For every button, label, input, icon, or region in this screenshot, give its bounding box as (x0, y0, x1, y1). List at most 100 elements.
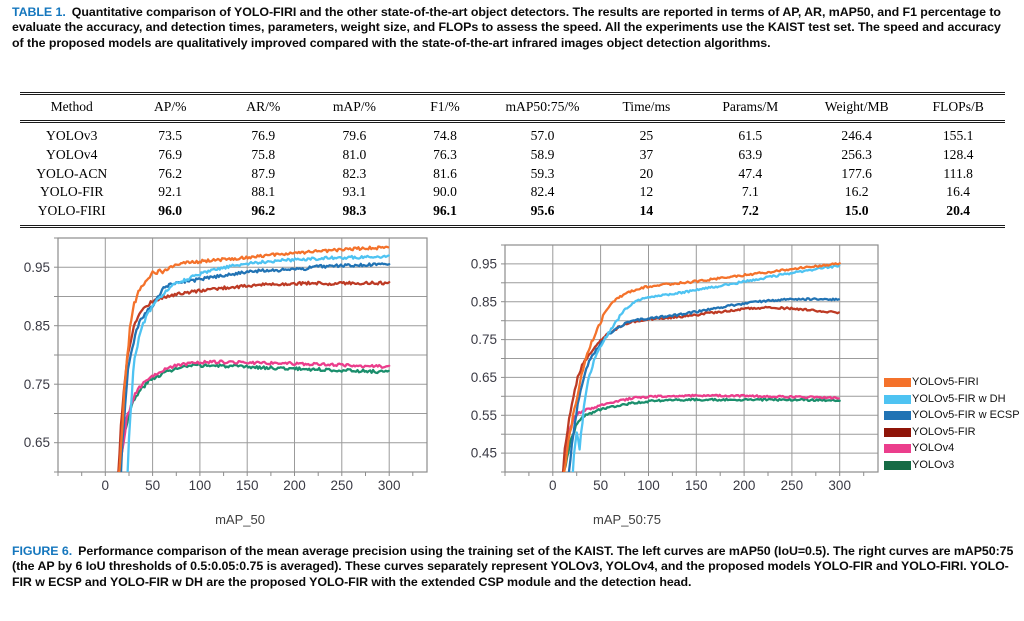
value-cell: 37 (639, 146, 654, 162)
svg-text:50: 50 (145, 478, 160, 493)
value-cell: 7.1 (741, 184, 759, 200)
table-caption: TABLE 1. Quantitative comparison of YOLO-… (12, 5, 1014, 51)
chart-map50: 0 50 100 150 200 250 300 0.65 0.75 0.85 0.95 mAP_50 (20, 236, 446, 537)
svg-text:50: 50 (593, 478, 608, 493)
value-cell: 61.5 (738, 128, 763, 143)
series-YOLOv5-FIR w ECSP (119, 262, 391, 472)
column-header: AR/% (216, 93, 310, 123)
value-cell: 177.6 (841, 165, 872, 181)
comparison-table: Method AP/% AR/% mAP/% F1/% mAP50:75/% Time/ms… (20, 92, 1005, 229)
svg-text:0.95: 0.95 (24, 260, 50, 275)
gridlines (504, 244, 878, 473)
series-YOLOv3 (117, 363, 390, 472)
method-cell: YOLO-FIRI (37, 203, 106, 219)
legend-item: YOLOv5-FIR w ECSP (884, 410, 1020, 421)
svg-text:0: 0 (549, 478, 557, 493)
value-cell: 16.4 (946, 184, 971, 200)
method-cell: YOLOv3 (46, 128, 98, 143)
value-cell: 58.9 (530, 146, 555, 162)
svg-text:0.55: 0.55 (471, 408, 497, 423)
value-cell: 96.1 (433, 203, 457, 219)
series-YOLOv3 (562, 397, 841, 472)
value-cell: 98.3 (342, 203, 367, 219)
plot-border (504, 244, 879, 473)
legend-label: YOLOv4 (912, 442, 955, 455)
series-YOLOv5-FIR w DH (126, 254, 390, 472)
legend-item: YOLOv5-FIR (884, 426, 1020, 438)
value-cell: 88.1 (251, 184, 276, 200)
svg-text:300: 300 (378, 478, 401, 493)
legend-swatch (884, 444, 911, 454)
chart-legend: YOLOv5-FIRI YOLOv5-FIR w DH YOLOv5-FIR w E… (884, 377, 1020, 477)
svg-text:150: 150 (685, 478, 708, 493)
svg-text:200: 200 (283, 478, 306, 493)
value-cell: 96.0 (158, 203, 183, 219)
value-cell: 93.1 (342, 184, 367, 200)
table-caption-text: Quantitative comparison of YOLO-FIRI and… (12, 5, 1001, 50)
value-cell: 7.2 (741, 203, 759, 219)
value-cell: 20 (639, 165, 654, 181)
column-header: F1/% (399, 93, 491, 123)
svg-text:0.75: 0.75 (471, 332, 497, 347)
value-cell: 76.2 (158, 165, 183, 181)
line-chart-svg: 0 50 100 150 200 250 300 0.65 0.75 0.85 0.95 mAP_50 (24, 237, 428, 527)
value-cell: 90.0 (433, 184, 457, 200)
legend-item: YOLOv4 (884, 443, 1020, 454)
svg-text:250: 250 (331, 478, 354, 493)
value-cell: 87.9 (251, 165, 276, 181)
legend-label: YOLOv5-FIR w ECSP (912, 409, 1020, 422)
column-header: AP/% (123, 93, 217, 123)
value-cell: 16.2 (844, 184, 869, 200)
series-YOLOv5-FIR (561, 305, 840, 472)
value-cell: 111.8 (943, 165, 973, 181)
svg-text:0.95: 0.95 (471, 256, 497, 271)
x-axis-title: mAP_50 (215, 512, 265, 527)
legend-swatch (884, 394, 911, 404)
x-tick-labels: 0 50 100 150 200 250 300 (549, 478, 851, 493)
series-YOLOv5-FIR w DH (571, 264, 841, 472)
series-YOLOv5-FIR (117, 280, 391, 472)
value-cell: 20.4 (946, 203, 971, 219)
value-cell: 246.4 (841, 128, 872, 143)
figure-caption: FIGURE 6. Performance comparison of the m… (12, 544, 1016, 590)
value-cell: 95.6 (530, 203, 555, 219)
y-tick-labels: 0.45 0.55 0.65 0.75 0.85 0.95 (471, 256, 497, 460)
value-cell: 81.0 (342, 146, 367, 162)
value-cell: 92.1 (158, 184, 183, 200)
svg-text:250: 250 (781, 478, 804, 493)
line-chart-svg: 0 50 100 150 200 250 3000.450.550.650.750.850.… (471, 244, 879, 527)
value-cell: 63.9 (738, 146, 763, 162)
value-cell: 15.0 (844, 203, 869, 219)
column-header: Weight/MB (802, 93, 912, 123)
method-cell: YOLO-FIR (39, 184, 104, 200)
value-cell: 47.4 (738, 165, 763, 181)
legend-label: YOLOv5-FIR w DH (912, 392, 1006, 405)
value-cell: 59.3 (530, 165, 555, 181)
svg-text:0.85: 0.85 (24, 318, 50, 333)
svg-text:0: 0 (102, 478, 110, 493)
table-row: YOLO-FIR 92.1 88.1 93.1 90.0 82.4 12 7.1 16.2 16.… (20, 183, 1005, 202)
value-cell: 25 (639, 128, 654, 143)
table-caption-label: TABLE 1. (12, 5, 66, 19)
legend-swatch (884, 427, 911, 437)
legend-label: YOLOv3 (912, 458, 955, 471)
y-tick-labels: 0.65 0.75 0.85 0.95 (24, 260, 50, 450)
figure-caption-label: FIGURE 6. (12, 544, 73, 558)
table-row: YOLOv3 73.5 76.9 79.6 74.8 57.0 25 61.5 246.4 155… (20, 122, 1005, 146)
svg-text:150: 150 (236, 478, 259, 493)
svg-text:300: 300 (828, 478, 851, 493)
value-cell: 14 (639, 203, 654, 219)
value-cell: 96.2 (251, 203, 276, 219)
value-cell: 155.1 (942, 128, 974, 143)
method-cell: YOLOv4 (46, 146, 98, 162)
value-cell: 75.8 (251, 146, 276, 162)
value-cell: 12 (639, 184, 654, 200)
column-header: mAP/% (309, 93, 400, 123)
table-row: YOLO-FIRI 96.0 96.2 98.3 96.1 95.6 14 7.2 15.0 20… (20, 202, 1005, 227)
column-header: Params/M (698, 93, 803, 123)
svg-text:200: 200 (733, 478, 756, 493)
column-header: mAP50:75/% (490, 93, 595, 123)
chart-map50-75: 0 50 100 150 200 250 300 0.45 0.55 0.65 0.75 0.85 0.… (462, 236, 883, 537)
column-header: FLOPs/B (911, 93, 1005, 123)
